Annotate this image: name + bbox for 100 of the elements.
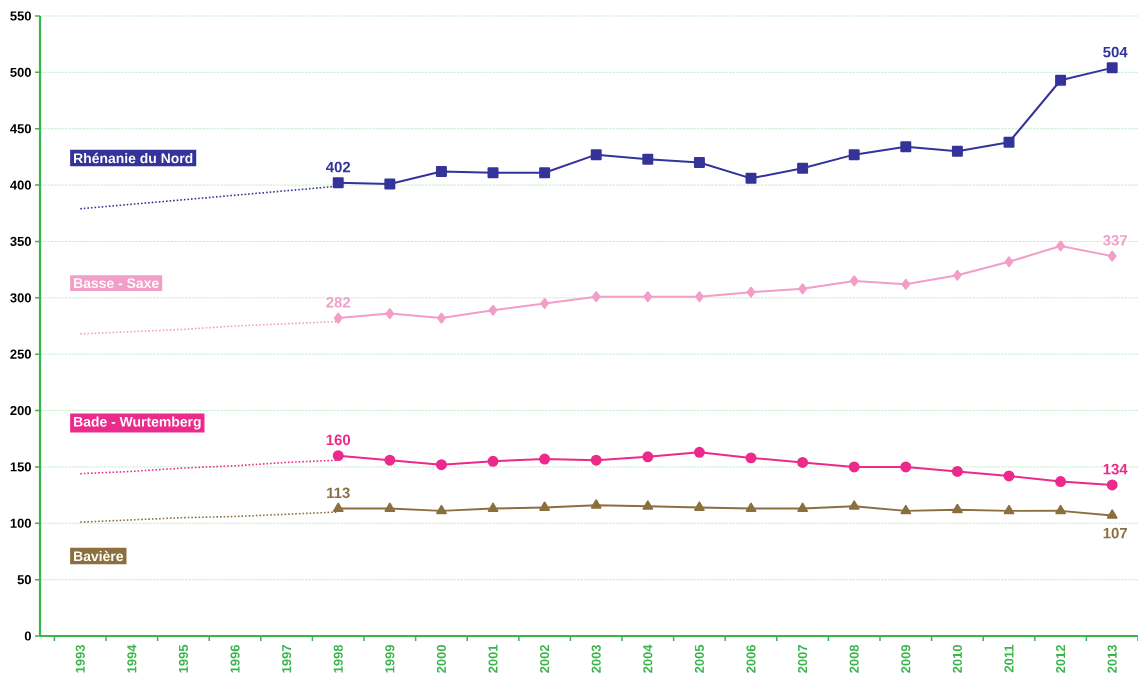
point [694,501,705,511]
point [435,166,447,178]
point [332,450,344,462]
x-tick-label: 1994 [127,644,137,673]
point [951,465,963,477]
point [643,291,653,303]
x-tick-label: 2001 [488,644,498,673]
point [1107,250,1117,262]
point [333,312,343,324]
x-tick-label: 2006 [746,644,756,673]
text: Bade - Wurtemberg [74,416,201,430]
point [487,167,499,179]
x-tick-label: 2003 [591,644,601,673]
y-tick-label: 300 [10,293,31,303]
point [797,456,809,468]
text: Bavière [74,550,124,562]
point [900,504,912,515]
y-tick-label: 150 [10,462,31,472]
point [848,500,860,510]
data-label: 402 [325,161,351,173]
text: Basse - Saxe [74,278,159,289]
point [1055,74,1067,86]
x-tick-label: 2002 [540,645,550,673]
point [695,291,704,303]
data-label: 504 [1103,46,1128,58]
point [384,178,396,190]
point [488,304,498,316]
x-tick-label: 2013 [1107,644,1117,673]
point [1056,240,1065,252]
x-tick-label: 2008 [849,644,859,673]
point [1106,62,1118,74]
y-tick-label: 350 [10,236,31,247]
data-label: 160 [326,434,351,446]
point [590,499,602,509]
x-tick-label: 1997 [282,645,292,673]
x-tick-label: 2009 [901,644,911,673]
point [1055,476,1067,488]
y-tick-label: 550 [10,11,31,21]
point [384,454,396,466]
point [849,275,859,287]
point [487,502,499,513]
point [746,286,756,298]
y-tick-label: 450 [10,124,31,134]
point [332,177,344,189]
y-tick-label: 500 [10,67,31,77]
point [590,149,602,161]
point [1004,256,1014,268]
point [539,501,550,511]
point [900,461,912,473]
x-tick-label: 1999 [385,644,395,673]
y-tick-label: 200 [10,405,31,416]
data-label: 134 [1103,463,1128,475]
point [848,461,860,473]
point [951,145,963,157]
x-tick-label: 1996 [230,644,240,673]
point [1003,470,1015,482]
point [1106,479,1118,491]
point [642,153,654,165]
data-label: 107 [1103,527,1127,539]
point [487,455,499,467]
x-tick-label: 2000 [436,645,447,673]
point [540,297,549,309]
point [437,312,446,324]
point [693,446,705,458]
y-tick-label: 50 [17,575,31,585]
point [385,308,395,320]
point [745,502,757,513]
x-tick-label: 2010 [952,645,962,673]
point [539,167,551,179]
point [900,141,912,153]
point [590,454,602,466]
text: Rhénanie du Nord [74,152,193,164]
point [1055,504,1066,515]
point [642,500,654,510]
point [591,291,601,303]
point [539,453,551,465]
point [745,172,757,184]
point [693,157,705,169]
point [848,149,860,161]
y-tick-label: 0 [24,631,31,641]
y-tick-label: 100 [10,518,31,528]
point [901,278,911,290]
x-tick-label: 1993 [75,644,85,673]
data-label: 337 [1103,235,1127,246]
x-tick-label: 1998 [333,644,343,673]
x-tick-label: 2004 [643,644,653,673]
point [332,502,344,513]
x-tick-label: 1995 [178,644,189,673]
y-tick-label: 250 [10,349,31,359]
point [797,162,809,174]
data-label: 282 [326,297,351,308]
point [436,504,447,515]
x-tick-label: 2005 [694,644,704,673]
point [953,269,962,281]
data-label: 113 [327,487,350,499]
y-tick-label: 400 [10,180,31,190]
x-tick-label: 2012 [1056,645,1066,673]
point [1003,504,1015,515]
point [1003,136,1015,148]
x-tick-label: 2007 [798,645,808,673]
